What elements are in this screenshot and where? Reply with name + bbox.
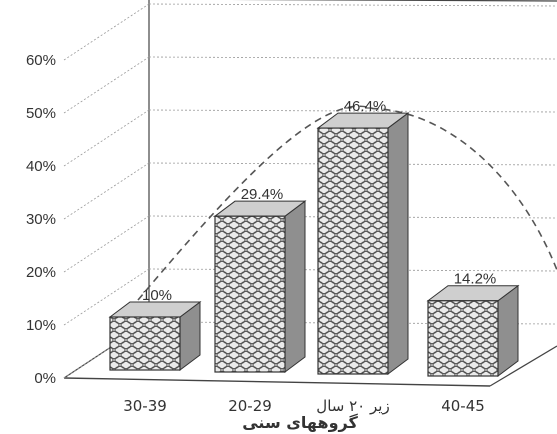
x-category-label: 20-29 <box>228 397 272 415</box>
y-tick-label: 10% <box>26 317 56 334</box>
data-label: 29.4% <box>241 186 284 203</box>
bar <box>316 112 410 375</box>
y-tick-label: 60% <box>26 52 56 69</box>
bar-side <box>284 200 306 373</box>
data-label: 14.2% <box>454 271 497 288</box>
bar-side <box>497 284 519 377</box>
data-label: 46.4% <box>344 98 387 115</box>
bar-front <box>214 215 286 373</box>
x-category-label: 40-45 <box>441 397 485 415</box>
gridline-back <box>148 3 557 7</box>
y-tick-label: 40% <box>26 158 56 175</box>
floor-right-edge <box>489 345 557 387</box>
back-wall-top-edge <box>230 0 557 2</box>
data-label: 10% <box>142 287 172 304</box>
gridline-side <box>63 268 150 326</box>
y-tick-label: 50% <box>26 105 56 122</box>
bar-front <box>427 300 499 377</box>
bar-side <box>387 112 409 375</box>
gridline-back <box>148 56 557 60</box>
floor-front-edge <box>63 377 491 387</box>
x-axis-title: گروههای سنی <box>242 413 358 432</box>
bar <box>108 301 202 371</box>
bar <box>426 284 520 377</box>
trend-line <box>137 105 557 301</box>
gridline-side <box>63 109 150 167</box>
y-axis-ticks: 0% 10% 20% 30% 40% 50% 60% <box>26 52 56 387</box>
y-tick-label: 0% <box>34 370 56 387</box>
bar-front <box>109 316 181 371</box>
gridline-side <box>63 162 150 220</box>
data-labels: 10% 29.4% 46.4% 14.2% <box>142 98 496 304</box>
y-tick-label: 20% <box>26 264 56 281</box>
x-category-label: زیر ۲۰ سال <box>316 397 389 415</box>
bars <box>108 112 520 377</box>
trend-curve <box>137 105 557 301</box>
gridline-back <box>148 109 557 113</box>
gridline-side <box>63 56 150 114</box>
bar-front <box>317 127 389 375</box>
gridline-side <box>63 3 150 61</box>
bar <box>213 200 307 373</box>
y-tick-label: 30% <box>26 211 56 228</box>
gridline-side <box>63 215 150 273</box>
x-category-label: 30-39 <box>123 397 167 415</box>
x-axis-categories: 30-39 20-29 زیر ۲۰ سال 40-45 <box>123 397 485 415</box>
